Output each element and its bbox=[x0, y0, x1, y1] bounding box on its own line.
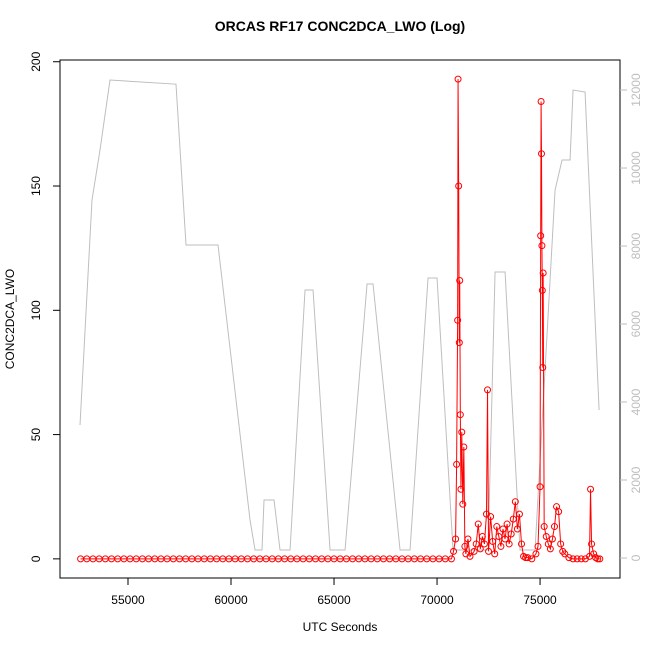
y2-tick-label: 2000 bbox=[629, 466, 643, 493]
chart-title: ORCAS RF17 CONC2DCA_LWO (Log) bbox=[215, 18, 465, 34]
data-point bbox=[539, 269, 547, 277]
data-point bbox=[573, 555, 581, 563]
data-point bbox=[454, 316, 462, 324]
data-point bbox=[491, 550, 499, 558]
data-point bbox=[528, 555, 536, 563]
data-point bbox=[497, 542, 505, 550]
x-tick-label: 65000 bbox=[317, 593, 351, 607]
data-point bbox=[461, 542, 469, 550]
data-point bbox=[489, 537, 497, 545]
data-point bbox=[460, 443, 468, 451]
data-point bbox=[474, 520, 482, 528]
y-tick-label: 200 bbox=[29, 51, 43, 71]
data-point bbox=[501, 535, 509, 543]
data-point bbox=[538, 150, 546, 158]
data-point bbox=[458, 428, 466, 436]
data-point bbox=[487, 513, 495, 521]
data-point bbox=[546, 545, 554, 553]
data-point bbox=[537, 98, 545, 106]
data-point bbox=[484, 386, 492, 394]
data-point bbox=[503, 520, 511, 528]
data-point bbox=[485, 547, 493, 555]
data-point bbox=[532, 550, 540, 558]
y2-tick-label: 4000 bbox=[629, 388, 643, 415]
data-point bbox=[590, 550, 598, 558]
data-point bbox=[565, 554, 573, 562]
y2-tick-label: 0 bbox=[629, 554, 643, 561]
x-tick-label: 70000 bbox=[420, 593, 454, 607]
data-point bbox=[480, 540, 488, 548]
data-point bbox=[466, 552, 474, 560]
x-tick-label: 75000 bbox=[523, 593, 557, 607]
data-point bbox=[550, 523, 558, 531]
series-line bbox=[80, 79, 600, 560]
data-point bbox=[587, 485, 595, 493]
data-point bbox=[561, 550, 569, 558]
data-point bbox=[569, 555, 577, 563]
y2-tick-label: 10000 bbox=[629, 151, 643, 185]
data-point bbox=[524, 554, 532, 562]
data-point bbox=[594, 555, 602, 563]
series-line bbox=[79, 79, 600, 551]
data-point bbox=[456, 411, 464, 419]
data-point bbox=[454, 75, 462, 83]
data-point bbox=[511, 498, 519, 506]
data-point bbox=[557, 540, 565, 548]
data-point bbox=[455, 182, 463, 190]
data-point bbox=[447, 555, 455, 563]
data-point bbox=[472, 540, 480, 548]
data-point bbox=[476, 545, 484, 553]
plot-frame bbox=[59, 59, 621, 579]
data-point bbox=[555, 508, 563, 516]
data-point bbox=[539, 363, 547, 371]
data-point bbox=[596, 555, 604, 563]
y-tick-label: 50 bbox=[29, 428, 43, 442]
data-point bbox=[495, 532, 503, 540]
data-point bbox=[456, 276, 464, 284]
data-point bbox=[499, 525, 507, 533]
data-point bbox=[453, 460, 461, 468]
y2-tick-label: 8000 bbox=[629, 232, 643, 259]
y2-tick-label: 12000 bbox=[629, 73, 643, 107]
data-point bbox=[452, 535, 460, 543]
data-point bbox=[450, 547, 458, 555]
data-point bbox=[538, 286, 546, 294]
data-point bbox=[470, 547, 478, 555]
data-point bbox=[493, 523, 501, 531]
y2-tick-label: 6000 bbox=[629, 310, 643, 337]
data-point bbox=[459, 500, 467, 508]
data-point bbox=[513, 525, 521, 533]
data-point bbox=[537, 232, 545, 240]
data-point bbox=[455, 339, 463, 347]
data-point bbox=[518, 540, 526, 548]
y-tick-label: 150 bbox=[29, 176, 43, 196]
data-point bbox=[538, 242, 546, 250]
data-point bbox=[464, 535, 472, 543]
data-point bbox=[534, 542, 542, 550]
data-point bbox=[542, 532, 550, 540]
data-point bbox=[548, 535, 556, 543]
data-point bbox=[515, 510, 523, 518]
y-axis-label: CONC2DCA_LWO bbox=[3, 269, 17, 369]
x-tick-label: 60000 bbox=[214, 593, 248, 607]
data-point bbox=[505, 540, 513, 548]
data-point bbox=[457, 485, 465, 493]
data-point bbox=[536, 483, 544, 491]
data-point bbox=[577, 555, 585, 563]
data-point bbox=[588, 540, 596, 548]
data-point bbox=[478, 532, 486, 540]
y-tick-label: 0 bbox=[29, 555, 43, 562]
data-point bbox=[540, 523, 548, 531]
data-point bbox=[507, 530, 515, 538]
data-point bbox=[509, 515, 517, 523]
x-tick-label: 55000 bbox=[111, 593, 145, 607]
x-axis-label: UTC Seconds bbox=[303, 620, 378, 634]
y-tick-label: 100 bbox=[29, 300, 43, 320]
